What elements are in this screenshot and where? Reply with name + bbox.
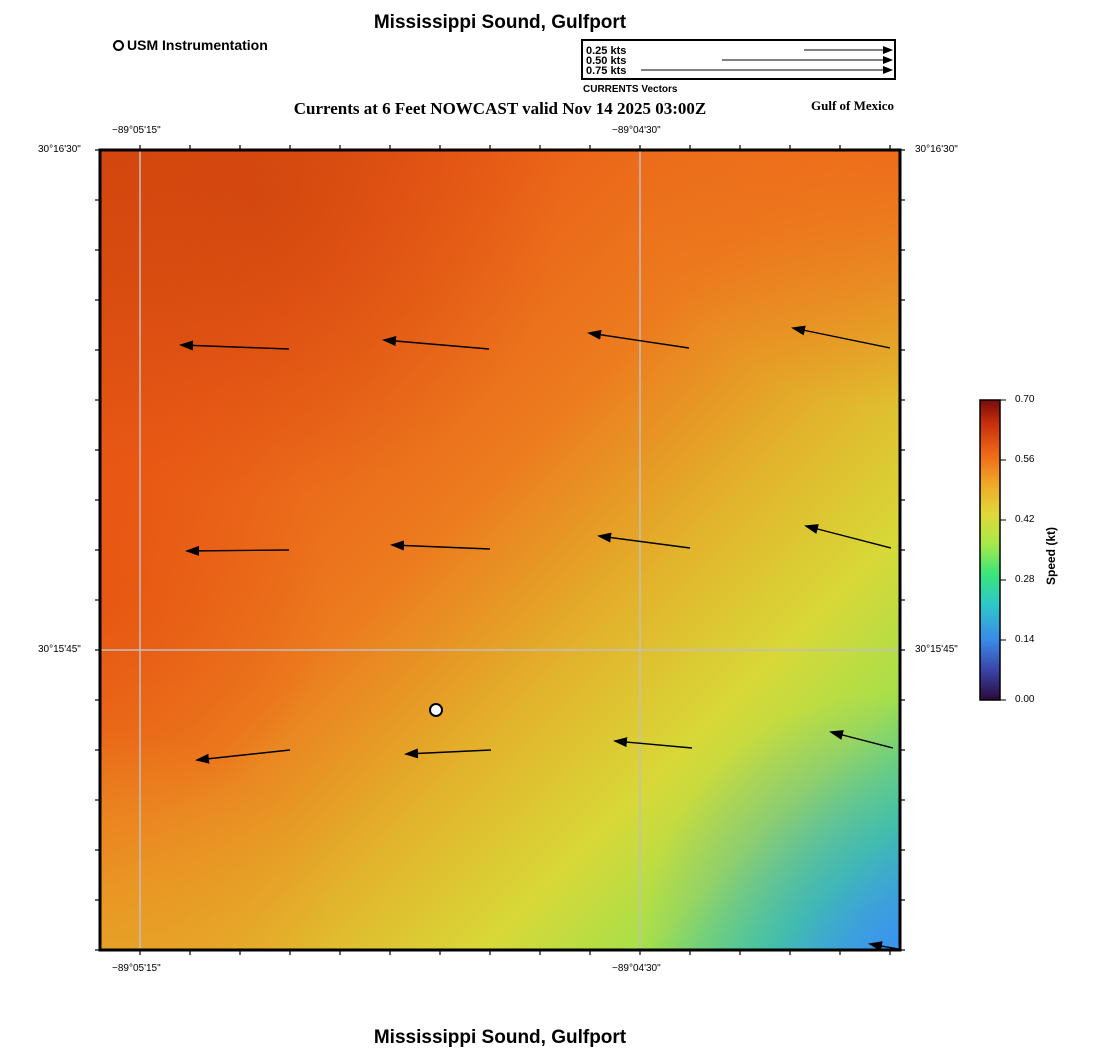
lon-label-top-2: −89°04'30" [612, 125, 661, 136]
colorbar [979, 399, 1001, 701]
current-vector-arrows [179, 325, 899, 952]
station-legend-label: USM Instrumentation [127, 37, 268, 53]
lat-label-left-2: 30°15'45" [38, 644, 81, 655]
colorbar-tick-label: 0.00 [1015, 694, 1035, 705]
vector-legend-label-1: 0.25 kts [586, 45, 626, 57]
colorbar-tick-label: 0.70 [1015, 394, 1035, 405]
frame-ticks [95, 145, 905, 955]
current-vector [597, 532, 691, 549]
usm-station-marker[interactable] [429, 703, 443, 717]
current-vector [179, 340, 290, 351]
current-vector [390, 540, 491, 551]
colorbar-ticks [1000, 399, 1006, 701]
colorbar-title: Speed (kt) [1044, 526, 1058, 585]
station-legend-icon [113, 39, 124, 51]
region-label: Gulf of Mexico [811, 98, 895, 113]
colorbar-tick-label: 0.14 [1015, 634, 1035, 645]
current-vector [804, 524, 892, 549]
current-vector [868, 941, 899, 952]
current-vector [404, 748, 492, 759]
current-vector [587, 329, 690, 349]
lon-label-top-1: −89°05'15" [112, 125, 161, 136]
lon-label-bottom-2: −89°04'30" [612, 963, 661, 974]
colorbar-tick-label: 0.42 [1015, 514, 1035, 525]
lon-label-bottom-1: −89°05'15" [112, 963, 161, 974]
graticule [100, 150, 900, 950]
lat-label-right-1: 30°16'30" [915, 144, 958, 155]
lat-label-left-1: 30°16'30" [38, 144, 81, 155]
footer-title: Mississippi Sound, Gulfport [373, 1027, 627, 1048]
map-title: Mississippi Sound, Gulfport [373, 12, 627, 33]
colorbar-tick-label: 0.28 [1015, 574, 1035, 585]
current-vector [382, 336, 490, 350]
vector-legend-label-2: 0.50 kts [586, 55, 626, 67]
station-legend: USM Instrumentation [113, 37, 268, 53]
lat-label-right-2: 30°15'45" [915, 644, 958, 655]
current-vector [791, 325, 891, 349]
vector-legend-label-3: 0.75 kts [586, 65, 626, 77]
current-vector [185, 545, 290, 556]
vector-legend-box: 0.25 kts 0.50 kts 0.75 kts [581, 39, 896, 80]
vector-legend-caption: CURRENTS Vectors [583, 84, 678, 95]
colorbar-tick-label: 0.56 [1015, 454, 1035, 465]
current-vector [613, 737, 693, 749]
map-subtitle: Currents at 6 Feet NOWCAST valid Nov 14 … [293, 99, 707, 118]
current-vector [195, 749, 291, 764]
current-vector [829, 730, 894, 749]
